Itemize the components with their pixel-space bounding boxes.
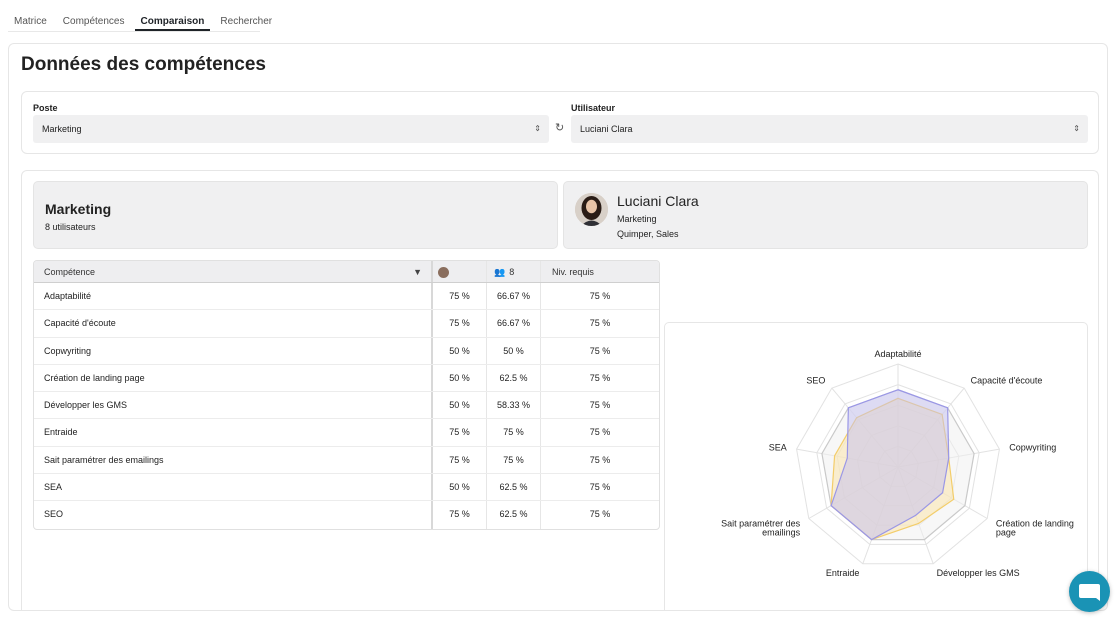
skill-cell: Entraide bbox=[34, 419, 433, 446]
skills-table: Compétence ▼ 👥 8 Niv. requis Adaptabilité… bbox=[33, 260, 660, 530]
user-score-cell: 75 % bbox=[433, 283, 487, 310]
user-score-cell: 50 % bbox=[433, 337, 487, 364]
radar-axis-label: Développer les GMS bbox=[937, 568, 1020, 578]
group-score-cell: 50 % bbox=[487, 337, 541, 364]
skill-cell: Sait paramétrer des emailings bbox=[34, 446, 433, 474]
required-level-cell: 75 % bbox=[589, 509, 611, 520]
user-department: Marketing bbox=[617, 214, 657, 224]
radar-axis-label: Copwyriting bbox=[1009, 442, 1056, 452]
poste-label: Poste bbox=[33, 103, 58, 113]
table-row: Développer les GMS 50 % 58.33 % 75 % bbox=[34, 392, 659, 420]
required-level-cell: 75 % bbox=[589, 345, 611, 356]
radar-axis-label: Création de landing page bbox=[996, 519, 1074, 538]
group-score-cell: 66.67 % bbox=[487, 310, 541, 337]
skill-cell: Création de landing page bbox=[34, 364, 433, 392]
select-arrows-icon: ⇕ bbox=[534, 124, 541, 133]
tab-matrice[interactable]: Matrice bbox=[14, 16, 47, 27]
main-card: Données des compétences Poste Marketing … bbox=[8, 43, 1108, 611]
table-body: Adaptabilité 75 % 66.67 % 75 % Capacité d'éc… bbox=[34, 283, 659, 529]
radar-grid-ring bbox=[796, 363, 1000, 565]
skill-cell: Copwyriting bbox=[34, 337, 433, 364]
required-level-cell: 75 % bbox=[589, 291, 611, 301]
radar-axis-label: Capacité d'écoute bbox=[971, 375, 1043, 385]
table-row: SEO 75 % 62.5 % 75 % bbox=[34, 501, 659, 529]
user-score-cell: 75 % bbox=[433, 501, 487, 529]
group-score-cell: 62.5 % bbox=[487, 474, 541, 501]
user-score-cell: 75 % bbox=[433, 310, 487, 337]
group-score-cell: 66.67 % bbox=[487, 283, 541, 310]
poste-select[interactable]: Marketing ⇕ bbox=[33, 115, 549, 143]
table-row: Entraide 75 % 75 % 75 % bbox=[34, 419, 659, 447]
table-header: Compétence ▼ 👥 8 Niv. requis bbox=[34, 261, 659, 283]
tab-bar: Matrice Compétences Comparaison Recherch… bbox=[8, 12, 272, 32]
user-location: Quimper, Sales bbox=[617, 229, 679, 239]
user-label: Utilisateur bbox=[571, 103, 616, 113]
required-level-cell: 75 % bbox=[589, 318, 611, 329]
table-row: Copwyriting 50 % 50 % 75 % bbox=[34, 337, 659, 365]
required-level-cell: 75 % bbox=[589, 482, 611, 493]
skill-cell: Développer les GMS bbox=[34, 392, 433, 419]
header-skill[interactable]: Compétence ▼ bbox=[34, 261, 433, 282]
required-level-cell: 75 % bbox=[589, 454, 611, 465]
group-score-cell: 62.5 % bbox=[487, 364, 541, 392]
user-score-cell: 50 % bbox=[433, 392, 487, 419]
tab-comparaison[interactable]: Comparaison bbox=[134, 12, 211, 31]
group-score-cell: 75 % bbox=[487, 446, 541, 474]
radar-chart-card: Adaptabilité Capacité d'écoute Copwyriting… bbox=[664, 322, 1088, 610]
select-arrows-icon: ⇕ bbox=[1073, 124, 1080, 133]
poste-select-value: Marketing bbox=[42, 124, 82, 134]
radar-chart: Adaptabilité Capacité d'écoute Copwyriting… bbox=[721, 349, 1074, 578]
position-card: Marketing 8 utilisateurs bbox=[33, 181, 558, 249]
required-level-cell: 75 % bbox=[589, 400, 611, 411]
tab-rechercher[interactable]: Rechercher bbox=[220, 16, 273, 27]
group-score-cell: 58.33 % bbox=[487, 392, 541, 419]
radar-axis-label: Entraide bbox=[826, 568, 860, 578]
skill-cell: SEO bbox=[34, 501, 433, 529]
user-select[interactable]: Luciani Clara ⇕ bbox=[571, 115, 1088, 143]
user-score-cell: 50 % bbox=[433, 474, 487, 501]
radar-axis-label: SEA bbox=[769, 442, 787, 452]
user-avatar-icon bbox=[438, 267, 449, 279]
radar-grid-ring bbox=[816, 384, 980, 545]
header-user-count: 8 bbox=[509, 267, 515, 277]
group-score-cell: 62.5 % bbox=[487, 501, 541, 529]
user-score-cell: 50 % bbox=[433, 364, 487, 392]
header-group: 👥 8 bbox=[487, 261, 541, 282]
user-select-value: Luciani Clara bbox=[580, 124, 633, 134]
header-skill-label: Compétence bbox=[44, 267, 96, 277]
filter-card: Poste Marketing ⇕ ↻ Utilisateur Luciani … bbox=[21, 91, 1099, 154]
avatar bbox=[575, 193, 608, 226]
table-row: Création de landing page 50 % 62.5 % 75 % bbox=[34, 364, 659, 393]
user-score-cell: 75 % bbox=[433, 419, 487, 446]
radar-axis-label: Adaptabilité bbox=[874, 349, 921, 359]
chat-bubble-icon bbox=[1079, 584, 1100, 601]
skill-cell: Adaptabilité bbox=[34, 283, 433, 310]
required-level-cell: 75 % bbox=[589, 427, 611, 438]
sort-down-icon[interactable]: ▼ bbox=[413, 267, 422, 277]
table-row: Capacité d'écoute 75 % 66.67 % 75 % bbox=[34, 310, 659, 338]
header-user bbox=[433, 261, 487, 282]
chat-button[interactable] bbox=[1069, 571, 1110, 612]
group-score-cell: 75 % bbox=[487, 419, 541, 446]
position-title: Marketing bbox=[45, 201, 112, 217]
user-name: Luciani Clara bbox=[617, 193, 699, 209]
radar-series-2 bbox=[830, 389, 950, 541]
radar-axis-label: SEO bbox=[806, 375, 825, 385]
page-title: Données des compétences bbox=[21, 54, 266, 75]
comparison-card: Marketing 8 utilisateurs Luciani Clara M… bbox=[21, 170, 1099, 610]
skill-cell: SEA bbox=[34, 474, 433, 501]
position-user-count: 8 utilisateurs bbox=[45, 222, 96, 232]
table-row: SEA 50 % 62.5 % 75 % bbox=[34, 474, 659, 502]
table-row: Sait paramétrer des emailings 75 % 75 % 75 … bbox=[34, 446, 659, 475]
refresh-icon[interactable]: ↻ bbox=[555, 122, 565, 134]
user-card: Luciani Clara Marketing Quimper, Sales bbox=[563, 181, 1088, 249]
header-required: Niv. requis bbox=[552, 267, 594, 277]
radar-axis-label: Sait paramétrer des emailings bbox=[721, 519, 801, 538]
table-row: Adaptabilité 75 % 66.67 % 75 % bbox=[34, 283, 659, 311]
required-level-cell: 75 % bbox=[589, 372, 611, 383]
users-icon: 👥 bbox=[494, 267, 506, 277]
tab-competences[interactable]: Compétences bbox=[62, 16, 125, 27]
user-score-cell: 75 % bbox=[433, 446, 487, 474]
skill-cell: Capacité d'écoute bbox=[34, 310, 433, 337]
